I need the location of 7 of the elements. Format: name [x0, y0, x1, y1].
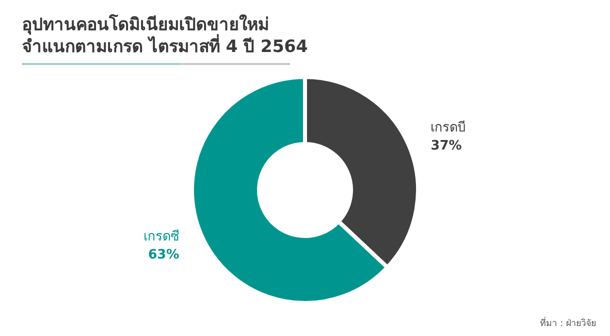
- data-label: 37%: [430, 138, 462, 154]
- data-label: 63%: [148, 247, 180, 262]
- slice-label: เกรดบี: [430, 120, 466, 136]
- chart-title: อุปทานคอนโดมิเนียมเปิดขายใหม่: [22, 14, 269, 35]
- text: ที่มา : ฝ่ายวิจัย: [540, 316, 596, 329]
- chart-subtitle: จำแนกตามเกรด ไตรมาสที่ 4 ปี 2564: [22, 34, 308, 57]
- slice-label: เกรดซี: [143, 228, 180, 244]
